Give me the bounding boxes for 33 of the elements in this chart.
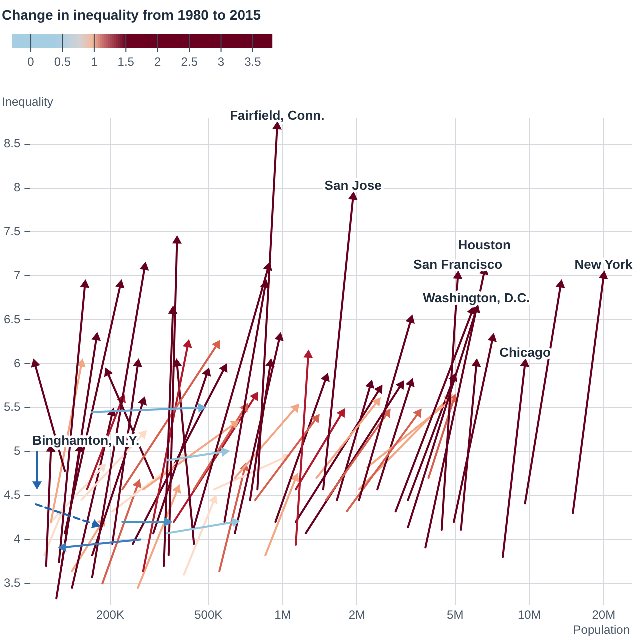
- y-tick-label: 3.5: [4, 576, 21, 590]
- x-axis-title: Population: [573, 623, 630, 637]
- y-axis-title: Inequality: [2, 95, 54, 109]
- annotation: San Jose: [324, 178, 382, 194]
- x-tick-label: 20M: [592, 608, 616, 622]
- color-bar-label: 1: [91, 55, 98, 69]
- y-tick-label: 6.5: [4, 312, 21, 326]
- annotation: Fairfield, Conn.: [230, 108, 325, 123]
- y-tick-label: 4: [14, 532, 21, 546]
- y-tick-label: 7.5: [4, 224, 21, 239]
- y-tick-label: 8: [14, 180, 21, 195]
- y-tick-label: 4.5: [4, 488, 21, 502]
- y-tick-label: 8.5: [4, 136, 21, 151]
- y-tick-label: 6: [14, 356, 21, 370]
- color-bar-label: 3: [218, 55, 225, 69]
- x-tick-label: 2M: [348, 608, 366, 622]
- color-bar-label: 2.5: [181, 55, 198, 69]
- y-tick-label: 7: [14, 268, 21, 282]
- color-bar-label: 2: [154, 55, 162, 69]
- annotation: New York: [574, 257, 634, 272]
- x-tick-label: 500K: [194, 608, 223, 622]
- x-tick-label: 200K: [96, 608, 124, 622]
- x-tick-label: 1M: [274, 608, 292, 622]
- color-bar-label: 1.5: [118, 55, 135, 69]
- y-tick-label: 5: [14, 444, 21, 458]
- color-bar-title: Change in inequality from 1980 to 2015: [2, 7, 262, 23]
- color-bar-label: 3.5: [244, 55, 262, 69]
- x-tick-label: 10M: [518, 608, 542, 622]
- color-bar-label: 0: [28, 55, 35, 69]
- color-bar-label: 0.5: [54, 55, 72, 69]
- annotation: Houston: [458, 238, 512, 253]
- x-tick-label: 5M: [447, 608, 464, 622]
- y-tick-label: 5.5: [4, 400, 21, 414]
